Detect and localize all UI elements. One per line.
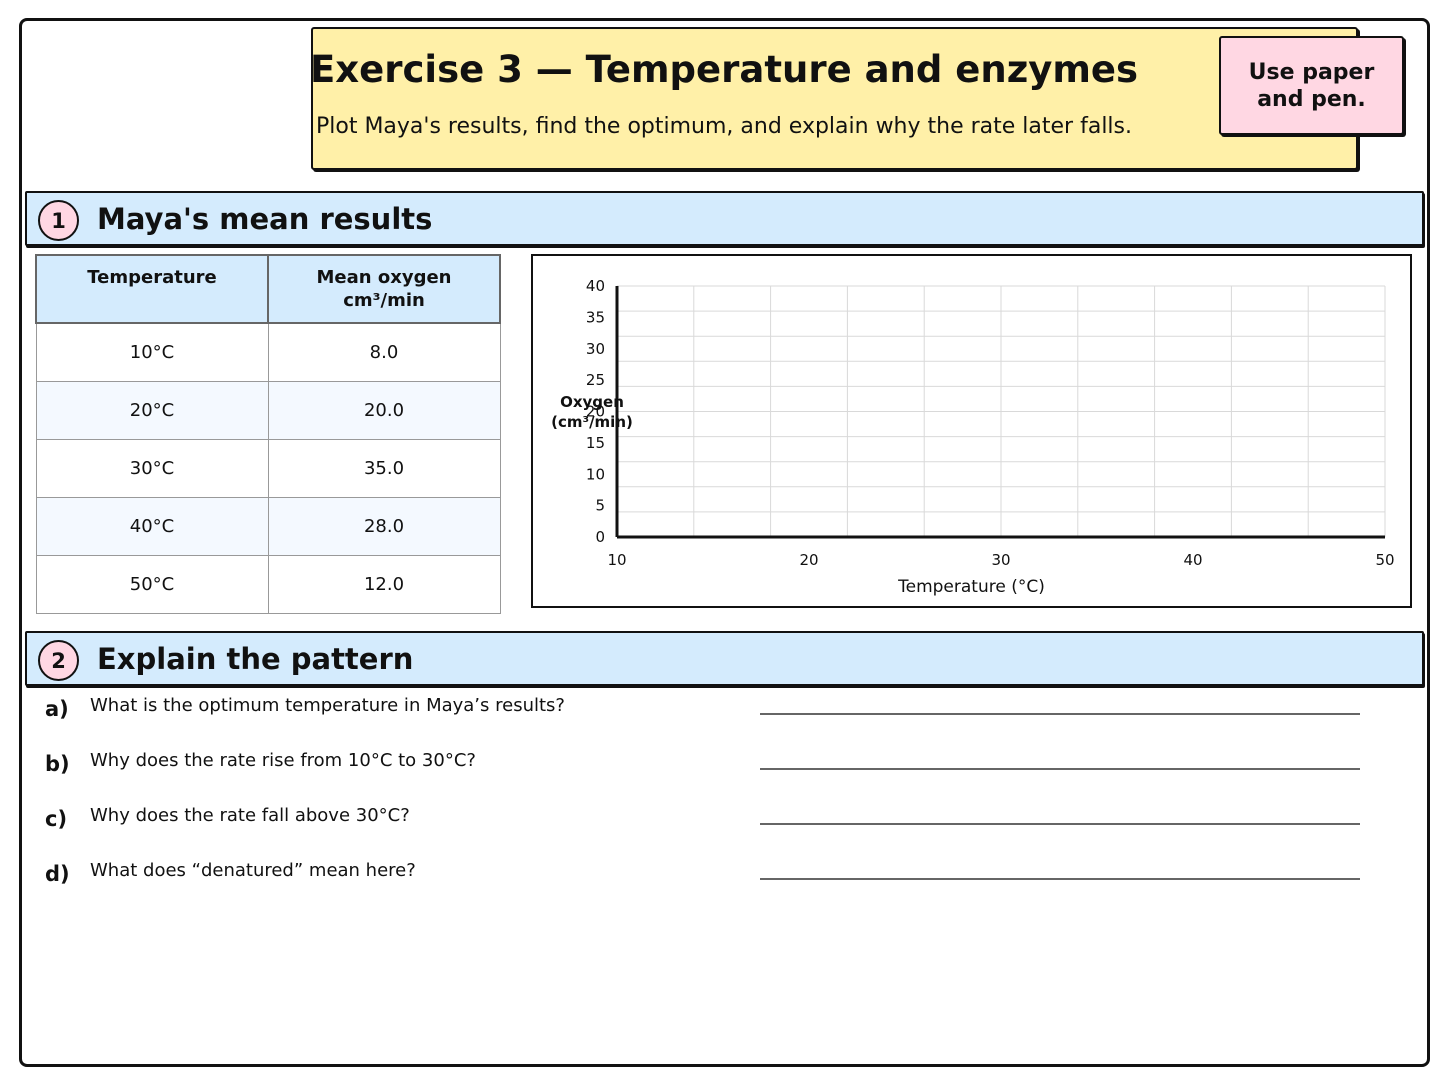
oxygen-cell: 8.0: [267, 322, 501, 382]
table-row: 10°C 8.0: [35, 322, 501, 382]
section-number-badge: 1: [38, 200, 79, 241]
y-tick-label: 10: [586, 465, 605, 483]
question-text: What does “denatured” mean here?: [90, 860, 416, 881]
question-b: b) Why does the rate rise from 10°C to 3…: [45, 741, 1380, 781]
x-tick-label: 50: [1375, 551, 1394, 569]
temperature-cell: 50°C: [35, 555, 269, 614]
oxygen-cell: 35.0: [267, 439, 501, 498]
paper-pen-callout: Use paper and pen.: [1219, 36, 1404, 135]
y-tick-label: 40: [586, 277, 605, 295]
x-tick-label: 10: [607, 551, 626, 569]
x-tick-label: 20: [799, 551, 818, 569]
x-tick-label: 30: [991, 551, 1010, 569]
oxygen-cell: 28.0: [267, 497, 501, 556]
question-a: a) What is the optimum temperature in Ma…: [45, 686, 1380, 726]
question-letter: d): [45, 862, 70, 886]
table-header-row: Temperature Mean oxygen cm³/min: [35, 254, 501, 324]
question-text: Why does the rate rise from 10°C to 30°C…: [90, 750, 476, 771]
y-tick-label: 0: [595, 528, 605, 546]
results-table-wrap: Temperature Mean oxygen cm³/min 10°C 8.0…: [35, 254, 501, 614]
answer-line[interactable]: [760, 713, 1360, 715]
y-tick-label: 15: [586, 434, 605, 452]
blank-graph-panel: 10 20 30 40 50 0 5 10 15 20 25 30 35 40 Oxygen (cm³/m…: [531, 254, 1412, 608]
temperature-column-header: Temperature: [35, 254, 269, 324]
section-explain-header: 2 Explain the pattern: [25, 631, 1424, 686]
question-c: c) Why does the rate fall above 30°C?: [45, 796, 1380, 836]
title-panel: [311, 27, 1358, 170]
x-tick-label: 40: [1183, 551, 1202, 569]
question-text: What is the optimum temperature in Maya’…: [90, 695, 565, 716]
table-row: 30°C 35.0: [35, 439, 501, 498]
y-tick-label: 35: [586, 308, 605, 326]
answer-line[interactable]: [760, 878, 1360, 880]
temperature-cell: 10°C: [35, 322, 269, 382]
answer-line[interactable]: [760, 768, 1360, 770]
question-text: Why does the rate fall above 30°C?: [90, 805, 410, 826]
table-row: 20°C 20.0: [35, 381, 501, 440]
temperature-cell: 30°C: [35, 439, 269, 498]
temperature-cell: 20°C: [35, 381, 269, 440]
section-title: Explain the pattern: [97, 642, 414, 676]
results-table: Temperature Mean oxygen cm³/min 10°C 8.0…: [35, 254, 501, 614]
section-title: Maya's mean results: [97, 202, 433, 236]
y-axis-label: Oxygen (cm³/min): [551, 393, 633, 431]
section-number-badge: 2: [38, 640, 79, 681]
table-row: 50°C 12.0: [35, 555, 501, 614]
x-axis-label: Temperature (°C): [898, 577, 1045, 597]
y-tick-label: 5: [595, 497, 605, 515]
table-row: 40°C 28.0: [35, 497, 501, 556]
blank-graph: 10 20 30 40 50 0 5 10 15 20 25 30 35 40: [586, 277, 1395, 569]
section-results-header: 1 Maya's mean results: [25, 191, 1424, 246]
paper-pen-callout-text: Use paper and pen.: [1248, 59, 1375, 112]
y-tick-label: 25: [586, 371, 605, 389]
answer-line[interactable]: [760, 823, 1360, 825]
oxygen-cell: 12.0: [267, 555, 501, 614]
temperature-cell: 40°C: [35, 497, 269, 556]
question-letter: a): [45, 697, 69, 721]
question-letter: b): [45, 752, 70, 776]
question-letter: c): [45, 807, 68, 831]
y-tick-label: 20: [586, 403, 605, 421]
y-tick-label: 30: [586, 340, 605, 358]
oxygen-cell: 20.0: [267, 381, 501, 440]
page-subtitle: Plot Maya's results, find the optimum, a…: [315, 114, 1132, 139]
oxygen-column-header: Mean oxygen cm³/min: [267, 254, 501, 324]
question-d: d) What does “denatured” mean here?: [45, 851, 1380, 891]
page-title: Exercise 3 — Temperature and enzymes: [309, 48, 1139, 91]
